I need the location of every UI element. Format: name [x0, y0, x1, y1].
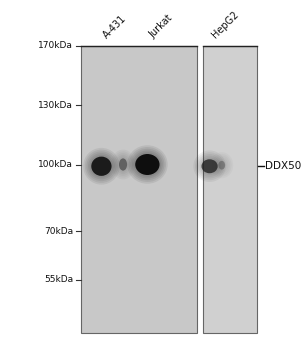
- Text: Jurkat: Jurkat: [147, 13, 175, 40]
- Ellipse shape: [132, 150, 163, 178]
- Ellipse shape: [198, 156, 221, 177]
- Text: HepG2: HepG2: [210, 9, 240, 40]
- Ellipse shape: [113, 151, 133, 178]
- Ellipse shape: [88, 153, 115, 179]
- Ellipse shape: [85, 150, 118, 183]
- Ellipse shape: [195, 152, 224, 180]
- Text: 55kDa: 55kDa: [44, 275, 73, 285]
- Ellipse shape: [127, 145, 168, 184]
- Ellipse shape: [129, 147, 166, 182]
- Ellipse shape: [117, 157, 129, 173]
- Ellipse shape: [111, 150, 135, 179]
- Ellipse shape: [218, 161, 225, 169]
- Bar: [81, 46, 198, 332]
- Text: 70kDa: 70kDa: [44, 226, 73, 236]
- Ellipse shape: [133, 152, 161, 177]
- Ellipse shape: [201, 159, 218, 173]
- Ellipse shape: [197, 154, 223, 178]
- Text: DDX50: DDX50: [265, 161, 301, 170]
- Ellipse shape: [83, 148, 120, 185]
- Text: 100kDa: 100kDa: [38, 160, 73, 169]
- Text: A-431: A-431: [101, 13, 128, 40]
- Ellipse shape: [91, 157, 111, 176]
- Ellipse shape: [130, 149, 164, 180]
- Ellipse shape: [200, 158, 219, 175]
- Bar: [203, 46, 257, 332]
- Ellipse shape: [116, 155, 130, 174]
- Text: 170kDa: 170kDa: [38, 41, 73, 50]
- Text: 130kDa: 130kDa: [38, 100, 73, 110]
- Ellipse shape: [193, 150, 226, 182]
- Ellipse shape: [86, 151, 116, 181]
- Ellipse shape: [135, 154, 159, 175]
- Ellipse shape: [90, 155, 113, 178]
- Ellipse shape: [114, 153, 132, 176]
- Ellipse shape: [119, 158, 127, 171]
